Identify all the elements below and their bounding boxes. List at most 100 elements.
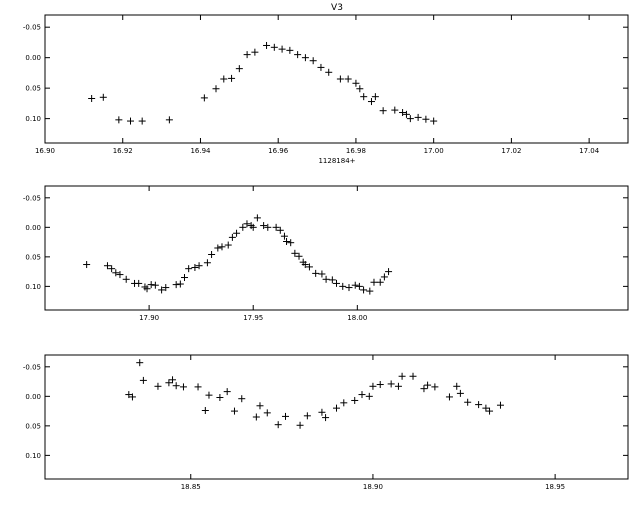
data-point xyxy=(420,385,428,393)
x-tick-label: 18.95 xyxy=(545,483,565,491)
y-tick-label: 0.05 xyxy=(25,253,41,261)
x-tick-label: 17.90 xyxy=(139,314,159,322)
data-point xyxy=(365,392,373,400)
data-point xyxy=(367,98,375,106)
x-tick-label: 16.96 xyxy=(268,147,289,155)
data-point xyxy=(325,68,333,76)
data-point xyxy=(272,223,280,231)
data-point xyxy=(280,232,288,240)
data-point xyxy=(252,413,260,421)
x-tick-label: 17.95 xyxy=(243,314,263,322)
data-point xyxy=(108,265,116,273)
data-point xyxy=(336,75,344,83)
data-point xyxy=(154,382,162,390)
data-point xyxy=(305,263,313,271)
data-point xyxy=(223,388,231,396)
data-point xyxy=(191,263,199,271)
data-point xyxy=(116,271,124,279)
data-point xyxy=(370,278,378,286)
data-point xyxy=(376,381,384,389)
x-tick-label: 18.85 xyxy=(181,483,201,491)
data-point xyxy=(394,382,402,390)
x-tick-label: 16.90 xyxy=(35,147,55,155)
data-point xyxy=(287,239,295,247)
data-point xyxy=(406,115,414,123)
data-point xyxy=(263,41,271,49)
data-point xyxy=(482,404,490,412)
data-point xyxy=(181,274,189,282)
data-point xyxy=(239,223,247,231)
data-point xyxy=(409,372,417,380)
data-point xyxy=(162,284,170,292)
data-point xyxy=(301,54,309,62)
data-point xyxy=(431,383,439,391)
data-point xyxy=(391,106,399,114)
data-point xyxy=(345,284,353,292)
data-point xyxy=(422,115,430,123)
data-point xyxy=(201,407,209,415)
data-point xyxy=(276,226,284,234)
y-tick-label: 0.00 xyxy=(25,224,41,232)
data-point xyxy=(158,286,166,294)
x-tick-label: 16.92 xyxy=(113,147,133,155)
data-point xyxy=(379,107,387,115)
data-point xyxy=(309,57,317,65)
data-point xyxy=(352,79,360,87)
data-point xyxy=(424,381,432,389)
data-point xyxy=(83,261,91,269)
data-point xyxy=(172,382,180,390)
chart-title: V3 xyxy=(331,3,343,13)
data-point xyxy=(147,281,155,289)
data-point xyxy=(139,376,147,384)
data-point xyxy=(224,241,232,249)
data-point xyxy=(295,252,303,260)
data-point xyxy=(328,276,336,284)
data-point xyxy=(360,286,368,294)
data-point xyxy=(179,383,187,391)
data-point xyxy=(264,223,272,231)
data-point xyxy=(230,407,238,415)
data-point xyxy=(366,287,374,295)
data-point xyxy=(115,116,123,124)
y-tick-label: 0.10 xyxy=(25,115,41,123)
data-point xyxy=(486,407,494,415)
data-point xyxy=(256,402,264,410)
data-point xyxy=(296,421,304,429)
data-point xyxy=(228,74,236,82)
data-point xyxy=(143,285,151,293)
data-point xyxy=(369,382,377,390)
data-point xyxy=(260,222,268,230)
data-point xyxy=(251,48,259,56)
data-point xyxy=(228,233,236,241)
y-tick-label: 0.00 xyxy=(25,54,41,62)
data-point xyxy=(303,412,311,420)
data-point xyxy=(301,261,309,269)
data-point xyxy=(371,93,379,101)
data-point xyxy=(176,280,184,288)
data-point xyxy=(165,379,173,387)
data-point xyxy=(214,244,222,252)
x-tick-label: 17.04 xyxy=(579,147,600,155)
data-point xyxy=(205,391,213,399)
data-point xyxy=(112,269,120,277)
data-point xyxy=(358,391,366,399)
data-point xyxy=(351,396,359,404)
data-point xyxy=(456,389,464,397)
data-point xyxy=(318,270,326,278)
data-point xyxy=(322,414,330,422)
y-tick-label: 0.00 xyxy=(25,393,41,401)
data-point xyxy=(243,220,251,228)
data-point xyxy=(220,75,228,83)
data-point xyxy=(317,63,325,71)
data-point xyxy=(291,249,299,257)
data-point xyxy=(203,259,211,267)
data-point xyxy=(312,269,320,277)
data-point xyxy=(270,43,278,51)
data-point xyxy=(103,262,111,270)
data-point xyxy=(128,393,136,401)
x-tick-label: 17.02 xyxy=(501,147,521,155)
data-point xyxy=(340,399,348,407)
data-point xyxy=(151,281,159,289)
data-point xyxy=(233,229,241,237)
data-point xyxy=(360,93,368,101)
